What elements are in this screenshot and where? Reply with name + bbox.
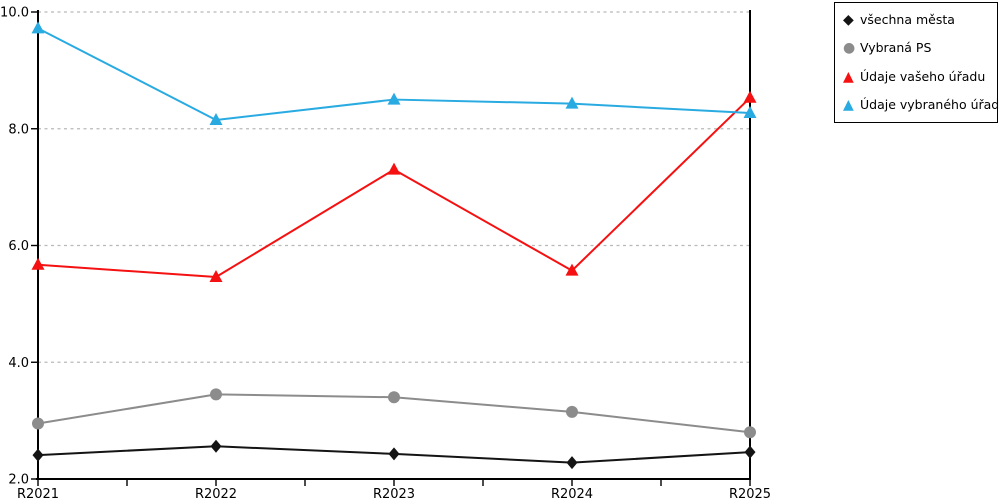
diamond-marker (32, 448, 44, 462)
y-tick-label: 8.0 (8, 122, 29, 137)
series-line (37, 97, 751, 279)
legend-item: ● Vybraná PS (843, 40, 991, 57)
legend-label: Vybraná PS (860, 40, 932, 56)
legend-item: ◆ všechna města (843, 12, 991, 29)
x-tick-label: R2024 (551, 487, 593, 500)
triangle-marker (387, 162, 401, 175)
triangle-marker (743, 105, 757, 118)
circle-marker (32, 417, 44, 430)
triangle-marker (387, 92, 401, 105)
x-tick-label: R2023 (373, 487, 415, 500)
legend-item: ▲ Údaje vašeho úřadu (843, 68, 991, 85)
circle-marker (566, 405, 578, 418)
triangle-marker (209, 270, 223, 283)
triangle-marker (209, 112, 223, 125)
diamond-marker (744, 445, 756, 459)
legend-item: ▲ Údaje vybraného úřadu (843, 96, 1000, 113)
triangle-marker (31, 257, 45, 270)
diamond-marker (210, 439, 222, 453)
triangle-icon: ▲ (843, 68, 854, 85)
legend: ◆ všechna města ● Vybraná PS ▲ Údaje vaš… (834, 2, 1000, 123)
series-line (37, 27, 751, 121)
diamond-marker (388, 447, 400, 461)
legend-label: všechna města (860, 12, 955, 28)
legend-label: Údaje vašeho úřadu (860, 68, 986, 84)
triangle-marker (743, 90, 757, 103)
circle-marker (388, 391, 400, 404)
x-tick-label: R2021 (17, 487, 59, 500)
y-tick-label: 10.0 (0, 6, 29, 21)
circle-marker (744, 426, 756, 439)
triangle-icon: ▲ (843, 96, 854, 113)
diamond-marker (566, 456, 578, 470)
y-tick-label: 6.0 (8, 239, 29, 254)
diamond-icon: ◆ (843, 12, 854, 29)
legend-label: Údaje vybraného úřadu (860, 96, 1000, 112)
triangle-marker (565, 263, 579, 276)
y-tick-label: 2.0 (8, 473, 29, 488)
triangle-marker (565, 96, 579, 109)
triangle-marker (31, 21, 45, 34)
x-tick-label: R2022 (195, 487, 237, 500)
y-tick-label: 4.0 (8, 356, 29, 371)
circle-marker (210, 388, 222, 401)
x-tick-label: R2025 (729, 487, 771, 500)
circle-icon: ● (843, 40, 856, 57)
